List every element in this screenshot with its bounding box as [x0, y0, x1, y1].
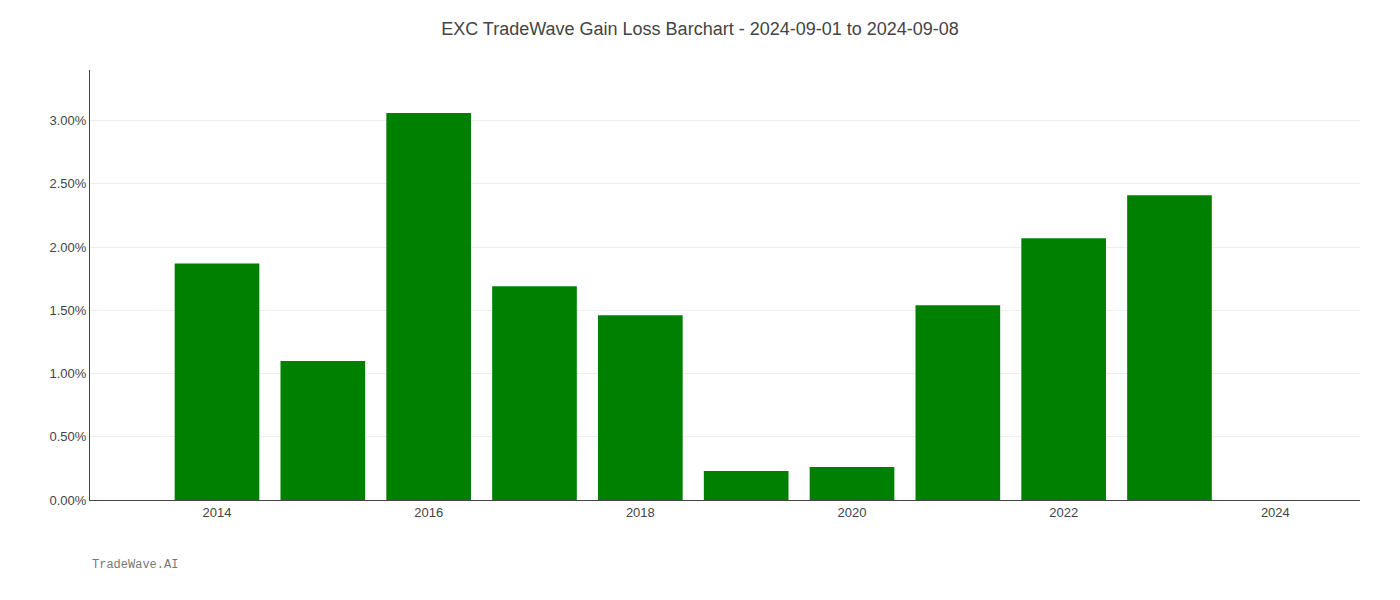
svg-text:0.00%: 0.00%	[50, 493, 87, 508]
svg-text:2.50%: 2.50%	[50, 176, 87, 191]
svg-text:TradeWave.AI: TradeWave.AI	[92, 558, 178, 572]
svg-text:2014: 2014	[203, 505, 232, 520]
svg-text:2018: 2018	[626, 505, 655, 520]
svg-text:2020: 2020	[838, 505, 867, 520]
svg-text:0.50%: 0.50%	[50, 429, 87, 444]
svg-text:1.00%: 1.00%	[50, 366, 87, 381]
svg-text:2.00%: 2.00%	[50, 240, 87, 255]
svg-text:EXC TradeWave Gain Loss Barcha: EXC TradeWave Gain Loss Barchart - 2024-…	[441, 19, 959, 39]
svg-text:1.50%: 1.50%	[50, 303, 87, 318]
svg-text:2016: 2016	[414, 505, 443, 520]
svg-text:3.00%: 3.00%	[50, 113, 87, 128]
svg-text:2024: 2024	[1261, 505, 1290, 520]
svg-text:2022: 2022	[1049, 505, 1078, 520]
